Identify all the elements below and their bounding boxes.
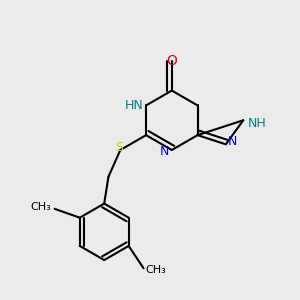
Text: N: N: [160, 145, 169, 158]
Text: CH₃: CH₃: [145, 265, 166, 275]
Text: S: S: [115, 141, 123, 154]
Text: CH₃: CH₃: [31, 202, 52, 212]
Text: HN: HN: [125, 99, 144, 112]
Text: NH: NH: [248, 117, 266, 130]
Text: N: N: [228, 135, 238, 148]
Text: O: O: [167, 54, 177, 68]
